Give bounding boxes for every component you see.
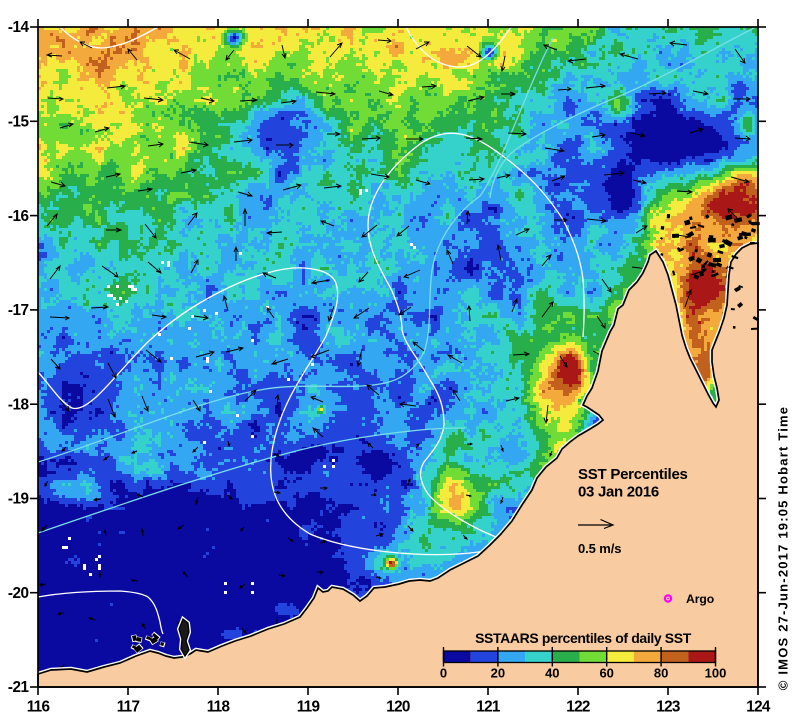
svg-text:© IMOS 27-Jun-2017 19:05 Hobar: © IMOS 27-Jun-2017 19:05 Hobart Time bbox=[776, 406, 791, 690]
svg-text:-15: -15 bbox=[8, 114, 30, 131]
svg-text:-18: -18 bbox=[8, 396, 30, 413]
svg-text:124: 124 bbox=[746, 699, 771, 716]
svg-text:40: 40 bbox=[545, 666, 559, 681]
svg-text:100: 100 bbox=[705, 666, 727, 681]
svg-text:-19: -19 bbox=[8, 491, 29, 508]
svg-text:-20: -20 bbox=[8, 585, 29, 602]
svg-text:03 Jan 2016: 03 Jan 2016 bbox=[578, 484, 659, 501]
svg-text:80: 80 bbox=[654, 666, 668, 681]
svg-text:118: 118 bbox=[207, 699, 231, 716]
svg-text:-21: -21 bbox=[8, 679, 30, 696]
svg-text:120: 120 bbox=[386, 699, 410, 716]
svg-text:117: 117 bbox=[117, 699, 140, 716]
svg-text:123: 123 bbox=[656, 699, 680, 716]
svg-text:20: 20 bbox=[491, 666, 505, 681]
svg-text:119: 119 bbox=[297, 699, 320, 716]
svg-text:-14: -14 bbox=[8, 19, 30, 36]
svg-text:121: 121 bbox=[476, 699, 501, 716]
svg-text:SST Percentiles: SST Percentiles bbox=[578, 466, 688, 483]
svg-text:60: 60 bbox=[599, 666, 613, 681]
svg-text:0.5 m/s: 0.5 m/s bbox=[578, 541, 621, 556]
svg-text:122: 122 bbox=[566, 699, 590, 716]
svg-text:0: 0 bbox=[440, 666, 447, 681]
svg-text:Argo: Argo bbox=[686, 592, 714, 606]
svg-text:SSTAARS percentiles of daily S: SSTAARS percentiles of daily SST bbox=[475, 630, 692, 646]
svg-text:-16: -16 bbox=[8, 208, 29, 225]
svg-text:116: 116 bbox=[27, 699, 50, 716]
svg-text:-17: -17 bbox=[8, 302, 29, 319]
